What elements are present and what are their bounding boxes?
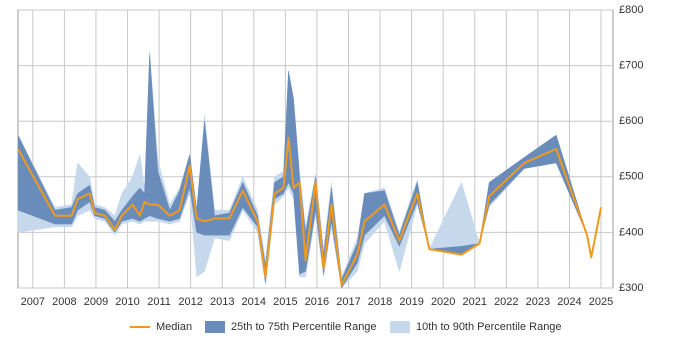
y-tick-label: £800 [619,4,643,16]
x-tick-label: 2025 [589,296,613,308]
x-tick-label: 2017 [336,296,360,308]
legend-swatch [390,321,410,333]
median-line [17,136,602,287]
x-tick-label: 2015 [273,296,297,308]
y-tick-label: £300 [619,282,643,294]
x-tick-label: 2023 [526,296,550,308]
x-tick-label: 2011 [147,296,171,308]
x-tick-label: 2018 [368,296,392,308]
x-tick-label: 2016 [305,296,329,308]
legend-label: Median [156,321,192,333]
x-tick-label: 2010 [115,296,139,308]
x-tick-label: 2020 [431,296,455,308]
y-tick-label: £600 [619,115,643,127]
x-tick-label: 2021 [463,296,487,308]
x-tick-label: 2008 [52,296,76,308]
x-tick-label: 2014 [242,296,266,308]
x-tick-label: 2012 [178,296,202,308]
x-tick-label: 2009 [84,296,108,308]
legend-label: 10th to 90th Percentile Range [416,321,562,333]
x-tick-label: 2024 [557,296,581,308]
percentile-band [17,54,588,289]
x-tick-label: 2007 [21,296,45,308]
x-tick-label: 2019 [399,296,423,308]
legend-label: 25th to 75th Percentile Range [231,321,377,333]
y-tick-label: £400 [619,226,643,238]
y-tick-label: £500 [619,171,643,183]
x-tick-label: 2013 [210,296,234,308]
y-tick-label: £700 [619,60,643,72]
x-tick-label: 2022 [494,296,518,308]
plot-area [17,9,614,289]
legend-swatch [205,321,225,333]
